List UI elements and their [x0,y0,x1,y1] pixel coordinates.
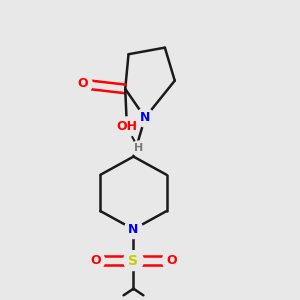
Circle shape [136,108,154,127]
Circle shape [72,74,92,94]
Circle shape [86,251,105,270]
Circle shape [162,251,181,270]
Circle shape [131,141,146,156]
Circle shape [124,220,143,239]
Circle shape [124,251,143,271]
Text: N: N [140,111,150,124]
Text: H: H [134,143,143,153]
Text: O: O [166,254,177,267]
Text: OH: OH [116,120,137,134]
Text: O: O [90,254,101,267]
Text: O: O [77,77,88,91]
Text: S: S [128,254,139,268]
Circle shape [117,117,137,137]
Text: N: N [128,223,139,236]
